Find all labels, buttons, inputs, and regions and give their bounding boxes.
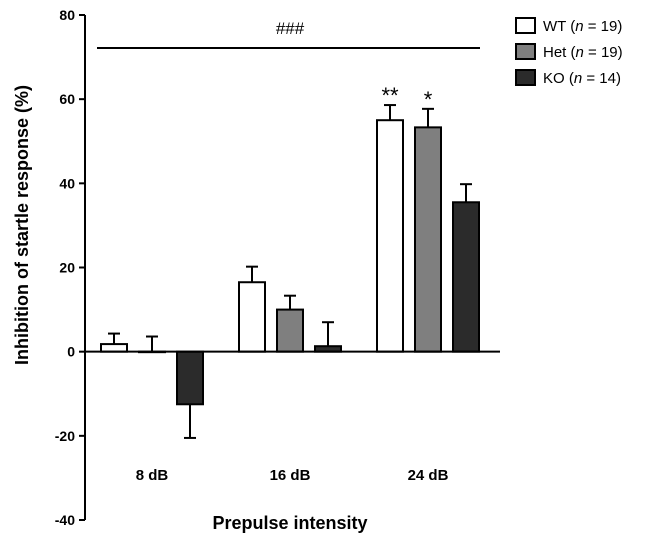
category-label: 16 dB: [270, 467, 311, 484]
bars: [100, 104, 480, 439]
legend-label-het: Het (n = 19): [543, 44, 623, 61]
bar-wt-8db: [100, 343, 128, 353]
y-tick-label: 0: [67, 344, 75, 360]
category-label: 24 dB: [408, 467, 449, 484]
y-tick-label: 80: [59, 7, 75, 23]
y-ticks: -40 -20 0 20 40 60 80: [55, 7, 85, 528]
y-tick-label: 60: [59, 91, 75, 107]
significance-star: **: [381, 83, 399, 108]
significance-stars: ** *: [381, 83, 432, 112]
legend: WT (n = 19) Het (n = 19) KO (n = 14): [515, 17, 623, 87]
significance-star: *: [424, 87, 433, 112]
bar-ko-8db: [176, 350, 204, 406]
y-tick-label: 40: [59, 175, 75, 191]
legend-swatch-ko: [515, 69, 536, 86]
overall-significance-label: ###: [276, 19, 305, 38]
legend-swatch-wt: [515, 17, 536, 34]
legend-label-ko: KO (n = 14): [543, 70, 621, 87]
x-axis-title: Prepulse intensity: [212, 513, 367, 533]
category-label: 8 dB: [136, 467, 169, 484]
y-axis-title: Inhibition of startle response (%): [12, 85, 32, 365]
bar-wt-24db: [376, 119, 404, 353]
legend-label-wt: WT (n = 19): [543, 18, 622, 35]
bar-het-24db: [414, 126, 442, 353]
bar-wt-16db: [238, 281, 266, 353]
legend-swatch-het: [515, 43, 536, 60]
y-tick-label: 20: [59, 260, 75, 276]
y-tick-label: -40: [55, 512, 75, 528]
bar-het-16db: [276, 308, 304, 353]
y-tick-label: -20: [55, 428, 75, 444]
bar-ko-24db: [452, 201, 480, 353]
category-labels: 8 dB 16 dB 24 dB: [136, 467, 449, 484]
